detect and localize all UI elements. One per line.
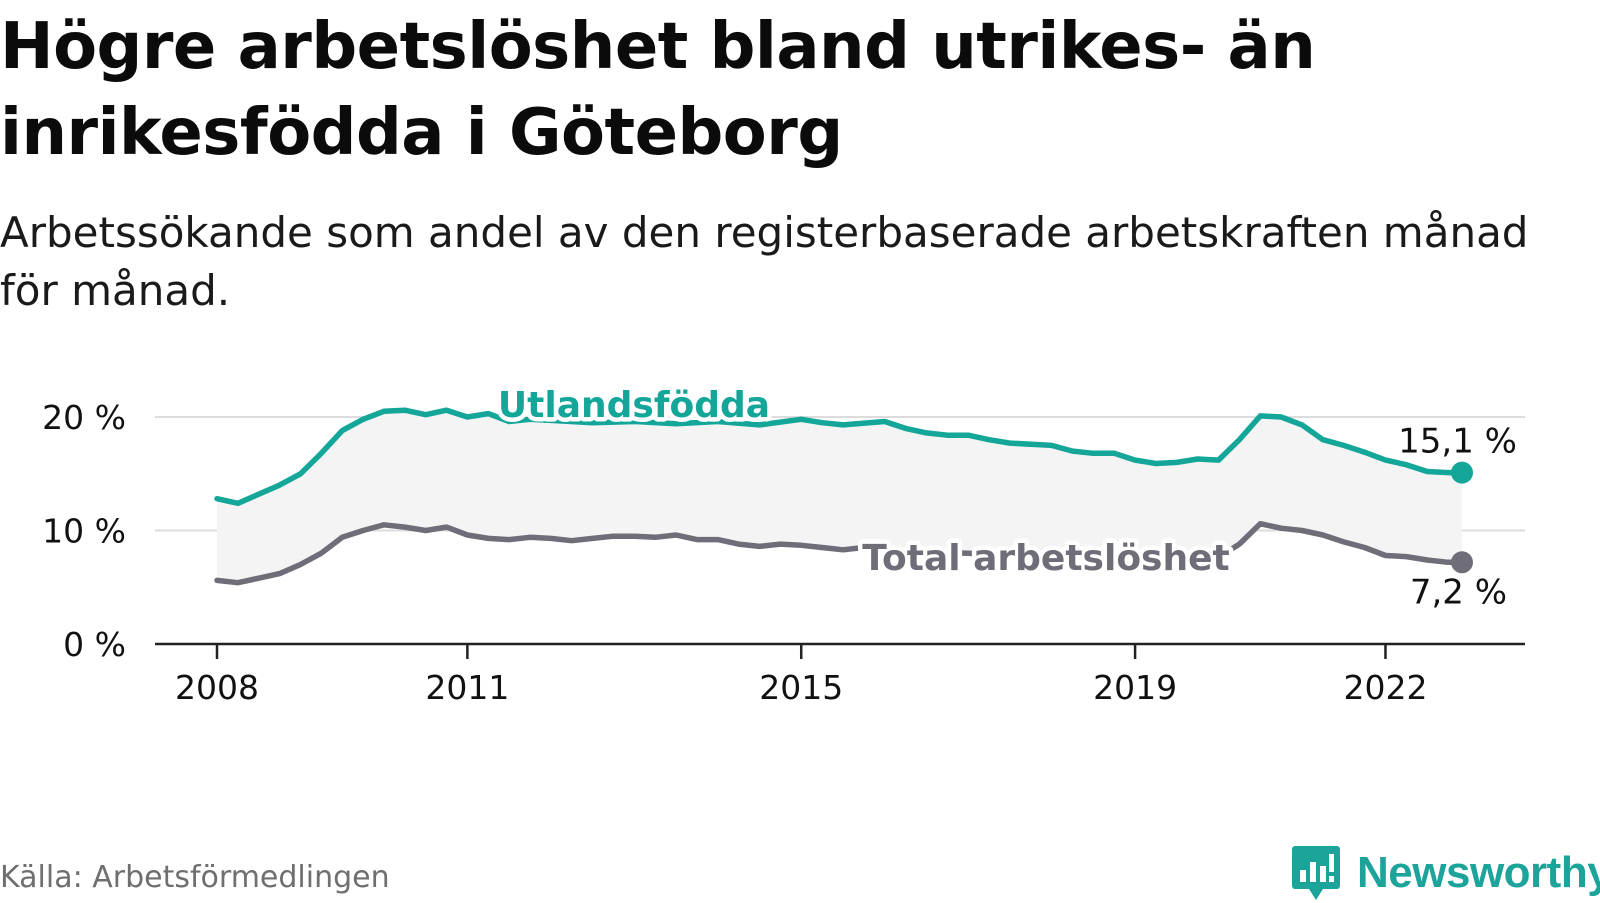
end-marker-utlandsfodda <box>1451 461 1473 484</box>
newsworthy-logo-icon <box>1292 846 1340 900</box>
series-line-utlandsfodda <box>214 407 1465 507</box>
x-tick-label: 2019 <box>1093 668 1177 707</box>
end-label-utlandsfodda: 15,1 % <box>1398 422 1517 462</box>
series-label-total: Total arbetslöshet <box>862 538 1230 579</box>
series-line-total <box>214 520 1465 586</box>
x-tick-label: 2011 <box>425 668 509 707</box>
brand-name: Newsworthy <box>1357 848 1600 897</box>
x-tick-label: 2015 <box>759 668 843 707</box>
series-band <box>217 410 1462 583</box>
y-tick-label: 0 % <box>63 625 126 664</box>
y-tick-label: 20 % <box>42 398 126 437</box>
series-label-utlandsfodda: Utlandsfödda <box>498 385 770 426</box>
chart-title: Högre arbetslöshet bland utrikes- än inr… <box>0 10 1316 170</box>
chart-subtitle: Arbetssökande som andel av den registerb… <box>0 208 1529 315</box>
source-note: Källa: Arbetsförmedlingen <box>0 860 390 895</box>
x-tick-label: 2022 <box>1343 668 1427 707</box>
brand-logo: Newsworthy <box>1291 843 1600 903</box>
end-marker-total <box>1451 551 1473 574</box>
x-tick-label: 2008 <box>175 668 259 707</box>
end-label-total: 7,2 % <box>1410 572 1507 612</box>
y-tick-label: 10 % <box>42 512 126 551</box>
